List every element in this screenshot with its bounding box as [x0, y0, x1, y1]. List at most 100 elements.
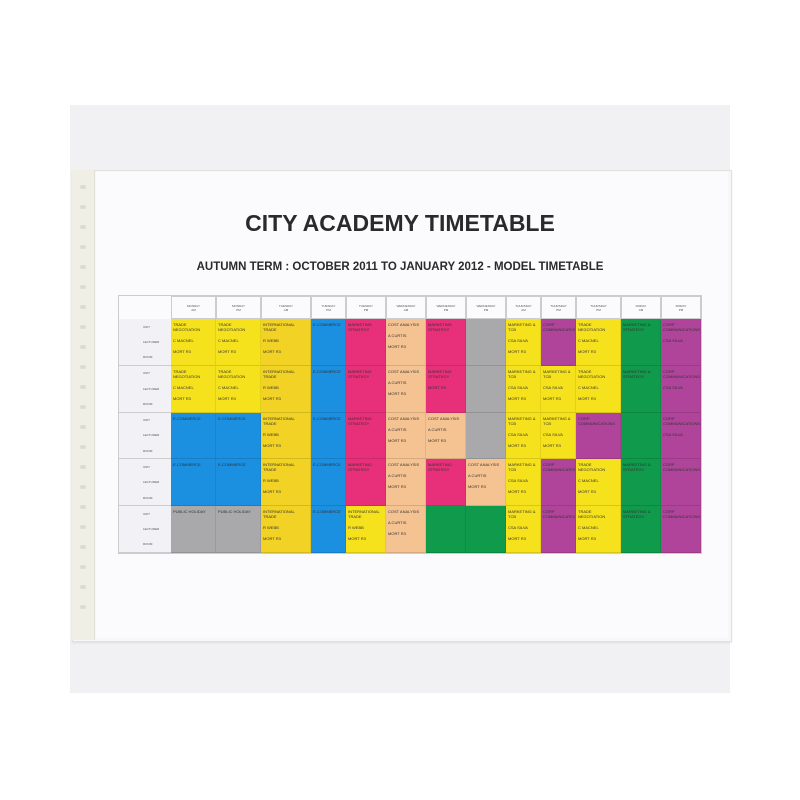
punch-hole: [80, 365, 86, 369]
row-label-unit: UNIT: [143, 371, 150, 376]
cell-room: MORT R3: [218, 395, 236, 401]
timetable-cell: E-COMMERCE: [311, 365, 346, 413]
cell-room: MORT R3: [388, 531, 406, 537]
punch-hole: [80, 225, 86, 229]
cell-subject: MARKETING & STRATEGY: [623, 509, 651, 520]
column-header: WEDNESDAY AM: [386, 296, 426, 319]
cell-subject: COST ANALYSIS: [388, 368, 420, 374]
cell-room: MORT R3: [348, 536, 366, 542]
row-labels: UNIT LECTURER ROOM: [141, 459, 171, 507]
cell-lecturer: R WEBB: [263, 478, 279, 484]
cell-subject: COST ANALYSIS: [468, 462, 500, 468]
cell-subject: INTERNATIONAL TRADE: [263, 368, 295, 379]
cell-lecturer: R WEBB: [348, 525, 364, 531]
cell-subject: MARKETING & TCB: [508, 462, 536, 473]
cell-subject: E-COMMERCE: [173, 462, 201, 468]
document-subtitle: AUTUMN TERM : OCTOBER 2011 TO JANUARY 20…: [196, 261, 604, 273]
timetable-cell: MARKETING STRATEGY: [346, 459, 386, 507]
timetable-cell: TRADE NEGOTIATION C MACNEL MORT R3: [576, 365, 621, 413]
timetable-cell: E-COMMERCE: [171, 459, 216, 507]
timetable-cell: MARKETING & STRATEGY: [621, 459, 661, 507]
timetable-cell: [466, 319, 506, 366]
cell-lecturer: A CURTIS: [388, 333, 407, 338]
punch-hole: [80, 445, 86, 449]
cell-room: MORT R3: [263, 536, 281, 542]
timetable-cell: E-COMMERCE: [171, 412, 216, 460]
cell-subject: MARKETING STRATEGY: [428, 462, 452, 473]
cell-lecturer: C MACNEL: [578, 338, 599, 343]
cell-subject: MARKETING & STRATEGY: [623, 322, 651, 332]
cell-lecturer: A CURTIS: [388, 520, 407, 526]
header-session: PM: [326, 307, 331, 312]
cell-subject: MARKETING & TCB: [508, 415, 536, 426]
cell-room: MORT R3: [263, 442, 281, 448]
cell-subject: MARKETING & STRATEGY: [623, 462, 651, 473]
cell-lecturer: C MACNEL: [218, 384, 239, 390]
header-day: THURSDAY: [515, 303, 532, 308]
timetable-cell: CORP COMMUNICATIONS: [576, 412, 621, 460]
timetable-cell: MARKETING & STRATEGY: [621, 319, 661, 366]
row-labels: UNIT LECTURER ROOM: [141, 412, 171, 460]
row-label-room: ROOM: [143, 355, 153, 360]
header-day: FRIDAY: [635, 303, 647, 308]
timetable-cell: MARKETING STRATEGY: [426, 319, 466, 366]
column-header: TUESDAY PM: [311, 296, 346, 319]
timetable-cell: MARKETING & TCB CSA SILVA MORT R3: [506, 412, 541, 460]
timetable-cell: TRADE NEGOTIATION C MACNEL MORT R3: [576, 319, 621, 366]
timetable-cell: COST ANALYSIS A CURTIS MORT R3: [386, 319, 426, 366]
timetable-cell: INTERNATIONAL TRADE R WEBB MORT R3: [261, 319, 311, 366]
cell-subject: E-COMMERCE: [218, 462, 246, 468]
punch-hole: [80, 545, 86, 549]
column-header: THURSDAY AM: [506, 296, 541, 319]
row-label-lecturer: LECTURER: [143, 433, 160, 438]
header-day: TUESDAY: [279, 303, 293, 308]
header-day: THURSDAY: [590, 303, 607, 308]
timetable-cell: INTERNATIONAL TRADE R WEBB MORT R3: [346, 506, 386, 553]
timetable-cell: CORP COMMUNICATIONS CSA SILVA: [661, 319, 701, 366]
cell-subject: COST ANALYSIS: [388, 509, 420, 515]
cell-lecturer: CSA SILVA: [508, 478, 528, 484]
header-session: AM: [283, 307, 289, 312]
punch-hole: [80, 185, 86, 189]
cell-subject: MARKETING STRATEGY: [428, 322, 452, 332]
timetable-cell: CORP COMMUNICATIONS: [541, 506, 576, 553]
cell-subject: COST ANALYSIS: [428, 415, 460, 421]
timetable-cell: COST ANALYSIS A CURTIS MORT R3: [386, 459, 426, 507]
row-label-unit: UNIT: [143, 465, 150, 470]
cell-lecturer: A CURTIS: [388, 426, 407, 432]
cell-lecturer: CSA SILVA: [663, 431, 683, 437]
cell-lecturer: C MACNEL: [578, 384, 599, 390]
timetable-cell: INTERNATIONAL TRADE R WEBB MORT R3: [261, 506, 311, 553]
timetable-cell: MARKETING & TCB CSA SILVA MORT R3: [541, 412, 576, 460]
timetable-cell: MARKETING STRATEGY: [346, 319, 386, 366]
punch-hole: [80, 505, 86, 509]
timetable-cell: TRADE NEGOTIATION C MACNEL MORT R3: [216, 365, 261, 413]
timetable-grid: MONDAY AM MONDAY PM TUESDAY AM TUESDAY PM TUESDA…: [118, 295, 702, 554]
week-label: [119, 412, 141, 460]
timetable-cell: CORP COMMUNICATIONS CSA SILVA: [661, 412, 701, 460]
timetable-cell: MARKETING & STRATEGY: [621, 365, 661, 413]
punch-hole: [80, 285, 86, 289]
punch-hole: [80, 385, 86, 389]
header-session: PM: [363, 307, 369, 312]
punch-hole: [80, 485, 86, 489]
week-label: [119, 506, 141, 553]
cell-lecturer: C MACNEL: [578, 478, 599, 484]
cell-lecturer: R WEBB: [263, 384, 279, 390]
cell-subject: E-COMMERCE: [313, 509, 341, 515]
row-labels: UNIT LECTURER ROOM: [141, 506, 171, 553]
cell-room: MORT R3: [578, 349, 596, 354]
cell-lecturer: C MACNEL: [173, 384, 194, 390]
timetable-cell: MARKETING & TCB CSA SILVA MORT R3: [506, 506, 541, 553]
week-label: [119, 365, 141, 413]
cell-subject: CORP COMMUNICATIONS: [543, 509, 575, 520]
timetable-cell: CORP COMMUNICATIONS: [541, 319, 576, 366]
timetable-cell: TRADE NEGOTIATION C MACNEL MORT R3: [576, 459, 621, 507]
timetable-cell: TRADE NEGOTIATION C MACNEL MORT R3: [216, 319, 261, 366]
row-label-lecturer: LECTURER: [143, 527, 160, 532]
cell-subject: COST ANALYSIS: [388, 462, 420, 468]
cell-lecturer: CSA SILVA: [663, 338, 683, 343]
header-session: PM: [236, 307, 241, 312]
timetable-cell: COST ANALYSIS A CURTIS MORT R3: [466, 459, 506, 507]
cell-lecturer: CSA SILVA: [508, 525, 528, 531]
